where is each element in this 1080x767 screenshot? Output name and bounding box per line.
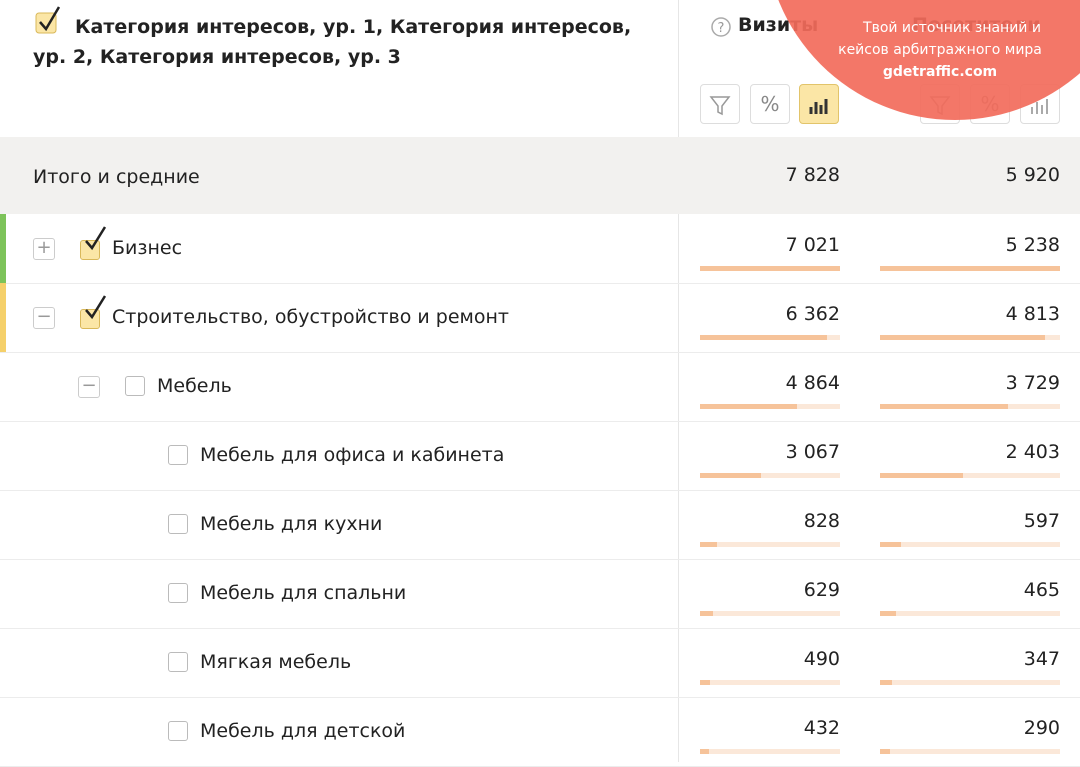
expand-toggle[interactable]: − [78, 376, 100, 398]
bar-track [880, 611, 1060, 616]
total-value: 7 828 [785, 164, 840, 186]
bar-track [700, 266, 840, 271]
title-checkbox[interactable] [35, 4, 65, 34]
bar [700, 473, 762, 478]
row-label: Мебель [157, 375, 232, 397]
column-header[interactable]: Визиты [738, 14, 819, 36]
checkbox[interactable] [168, 445, 188, 465]
row-label: Мебель для детской [200, 720, 406, 742]
percent-button[interactable]: % [970, 84, 1010, 124]
checkbox[interactable] [168, 652, 188, 672]
bar [880, 680, 892, 685]
bar [880, 266, 1060, 271]
bar [880, 404, 1009, 409]
bar [700, 680, 710, 685]
row-label: Мебель для спальни [200, 582, 407, 604]
bar-track [880, 680, 1060, 685]
checkbox[interactable] [125, 376, 145, 396]
bar-track [880, 749, 1060, 754]
filter-button[interactable] [700, 84, 740, 124]
bar-track [700, 473, 840, 478]
bar [700, 611, 713, 616]
bar-track [700, 404, 840, 409]
cell-value: 347 [1023, 648, 1060, 670]
total-row: Итого и средние 7 828 5 920 [0, 137, 1080, 214]
table-row: Мебель для офиса и кабинета 3 067 2 403 [0, 421, 1080, 491]
percent-button[interactable]: % [750, 84, 790, 124]
watermark-site: gdetraffic.com [883, 64, 997, 80]
cell-value: 4 813 [1005, 303, 1060, 325]
expand-toggle[interactable]: − [33, 307, 55, 329]
cell-value: 6 362 [785, 303, 840, 325]
bar [700, 749, 709, 754]
filter-button[interactable] [920, 84, 960, 124]
bar-track [880, 542, 1060, 547]
cell-value: 290 [1023, 717, 1060, 739]
help-icon[interactable]: ? [710, 16, 732, 38]
row-accent [0, 214, 6, 283]
bar [700, 542, 717, 547]
cell-value: 828 [803, 510, 840, 532]
column-title: Категория интересов, ур. 1, Категория ин… [33, 16, 632, 68]
watermark-text: кейсов арбитражного мира [838, 42, 1042, 58]
bar-track [880, 404, 1060, 409]
expand-toggle[interactable]: + [33, 238, 55, 260]
table-row: − Строительство, обустройство и ремонт 6 3… [0, 283, 1080, 353]
checkbox[interactable] [168, 514, 188, 534]
divider [678, 0, 679, 762]
cell-value: 490 [803, 648, 840, 670]
cell-value: 3 729 [1005, 372, 1060, 394]
svg-text:?: ? [718, 21, 725, 36]
cell-value: 597 [1023, 510, 1060, 532]
chart-button[interactable] [799, 84, 839, 124]
bar-track [700, 542, 840, 547]
cell-value: 7 021 [785, 234, 840, 256]
cell-value: 465 [1023, 579, 1060, 601]
bar-track [880, 335, 1060, 340]
checkbox[interactable] [80, 226, 107, 260]
table-row: Мебель для спальни 629 465 [0, 559, 1080, 629]
bar-track [700, 611, 840, 616]
bar [880, 611, 896, 616]
bar [880, 473, 963, 478]
table-row: Мягкая мебель 490 347 [0, 628, 1080, 698]
row-label: Мебель для офиса и кабинета [200, 444, 505, 466]
bar [880, 542, 901, 547]
cell-value: 629 [803, 579, 840, 601]
chart-button[interactable] [1020, 84, 1060, 124]
bar [700, 266, 840, 271]
cell-value: 4 864 [785, 372, 840, 394]
row-label: Строительство, обустройство и ремонт [112, 306, 509, 328]
table-row: Мебель для кухни 828 597 [0, 490, 1080, 560]
bar-track [880, 266, 1060, 271]
bar [880, 335, 1046, 340]
row-label: Мебель для кухни [200, 513, 383, 535]
table-row: − Мебель 4 864 3 729 [0, 352, 1080, 422]
row-label: Мягкая мебель [200, 651, 352, 673]
bar-track [700, 749, 840, 754]
bar-track [880, 473, 1060, 478]
cell-value: 3 067 [785, 441, 840, 463]
checkbox[interactable] [168, 583, 188, 603]
bar [700, 335, 827, 340]
checkbox[interactable] [80, 295, 107, 329]
cell-value: 432 [803, 717, 840, 739]
cell-value: 5 238 [1005, 234, 1060, 256]
bar-track [700, 335, 840, 340]
table-row: Мебель для детской 432 290 [0, 697, 1080, 767]
row-accent [0, 283, 6, 352]
total-value: 5 920 [1005, 164, 1060, 186]
bar-track [700, 680, 840, 685]
column-header[interactable]: Посетители [912, 14, 1041, 36]
table-row: + Бизнес 7 021 5 238 [0, 214, 1080, 284]
bar [700, 404, 797, 409]
total-label: Итого и средние [33, 166, 200, 188]
checkbox[interactable] [168, 721, 188, 741]
row-label: Бизнес [112, 237, 183, 259]
bar [880, 749, 890, 754]
cell-value: 2 403 [1005, 441, 1060, 463]
